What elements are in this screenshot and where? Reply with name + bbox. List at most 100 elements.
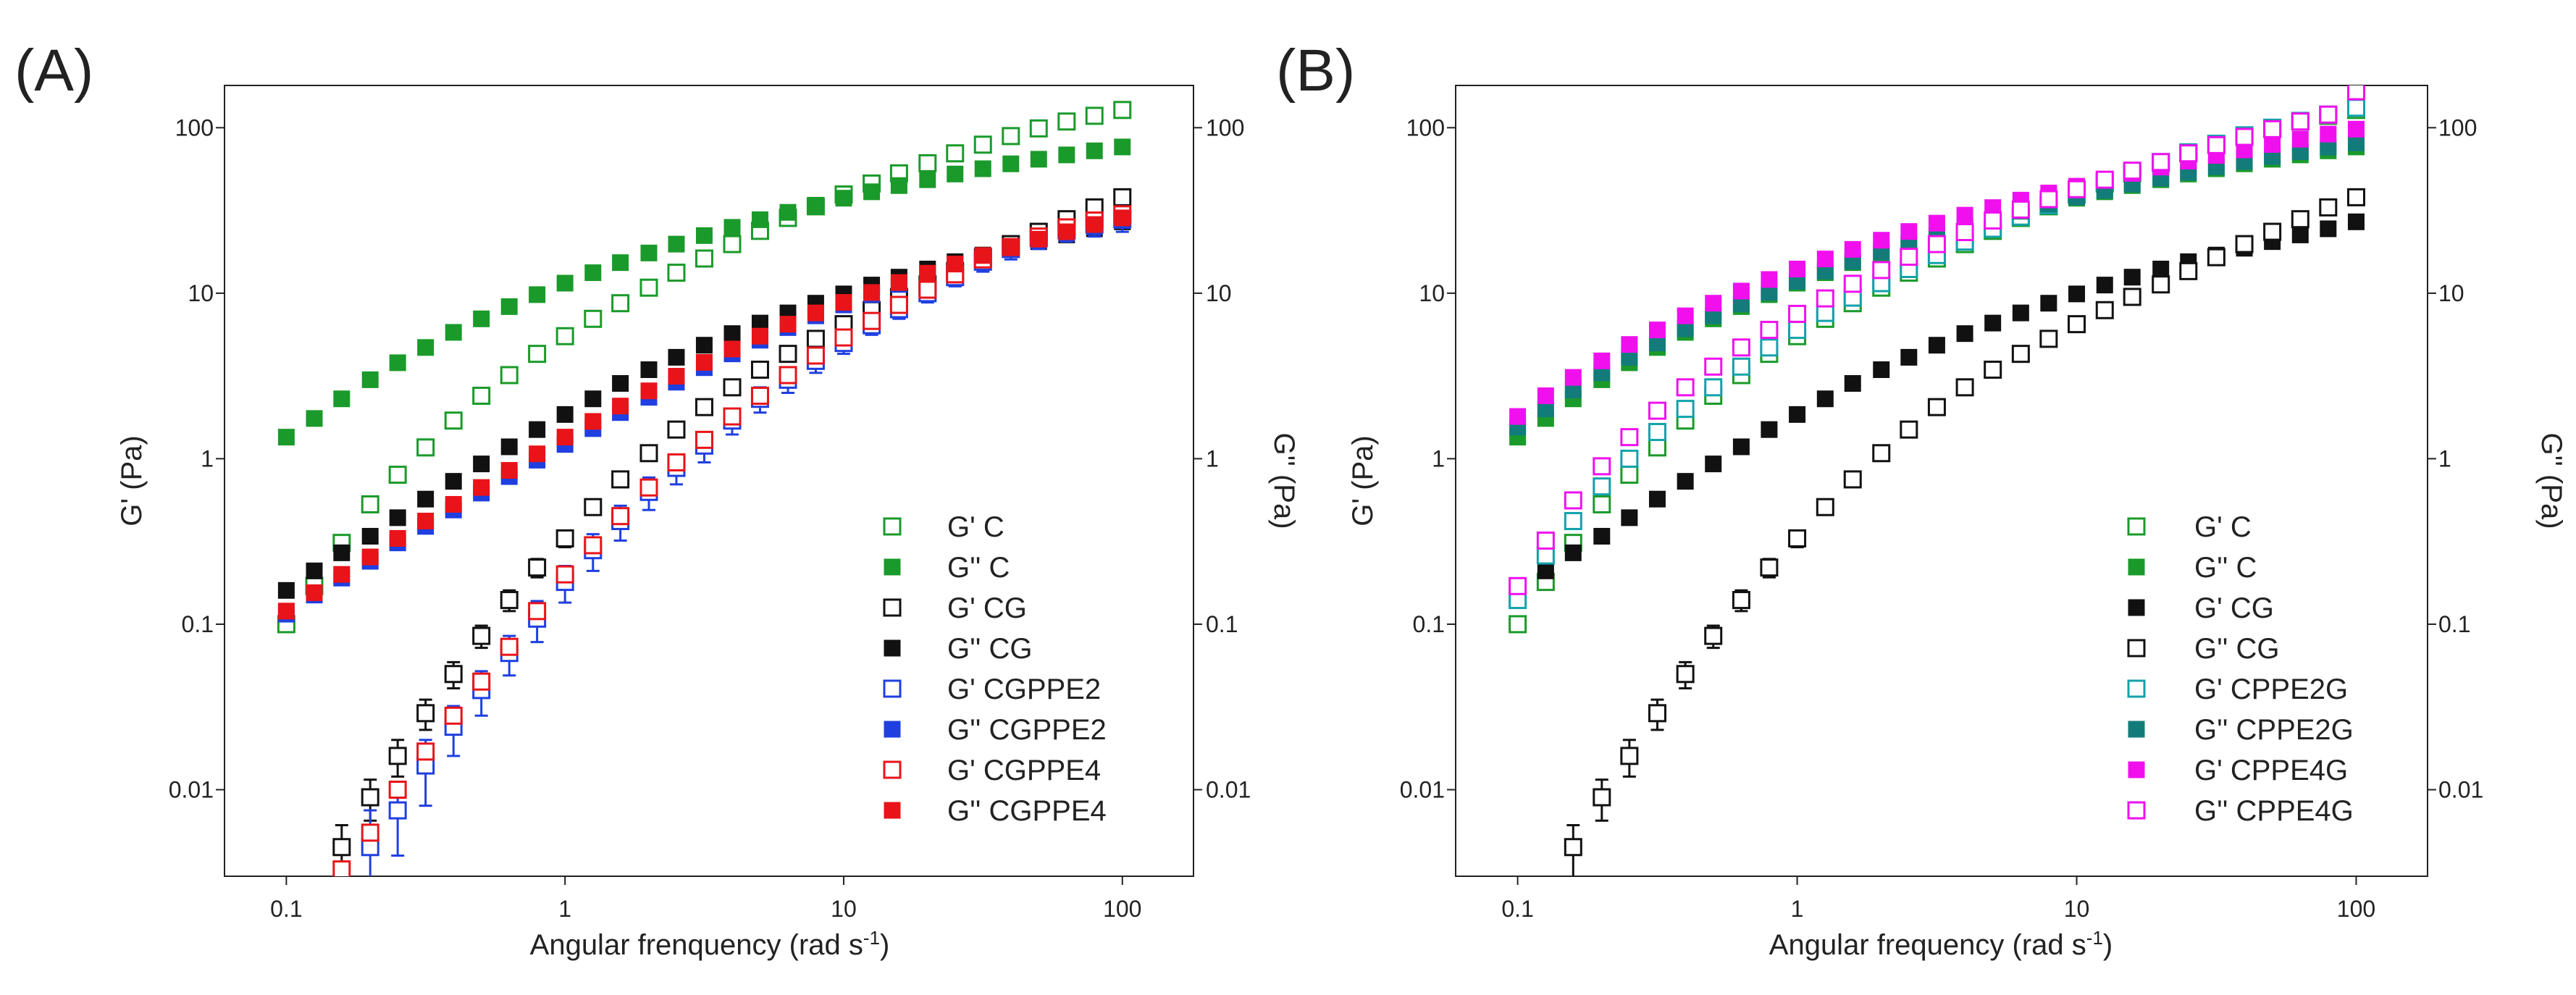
data-point <box>1620 428 1639 447</box>
data-point <box>611 470 630 489</box>
data-point <box>361 788 379 807</box>
data-point <box>555 529 574 547</box>
data-point <box>919 264 936 282</box>
data-point <box>1732 591 1750 610</box>
data-point <box>528 558 547 577</box>
x-tick-label: 100 <box>2337 896 2375 922</box>
data-point <box>1058 146 1075 164</box>
data-point <box>555 327 574 345</box>
series-g-loss-cgppe4 <box>277 209 1131 620</box>
x-tick-label: 100 <box>1103 896 1141 922</box>
data-point <box>723 407 742 426</box>
legend-label: G'' CG <box>947 633 1033 665</box>
data-point <box>918 280 937 299</box>
data-point <box>1900 223 1918 240</box>
data-point <box>863 183 881 201</box>
data-point <box>1593 788 1611 807</box>
data-point <box>444 665 463 684</box>
data-point <box>835 294 852 311</box>
data-point <box>361 495 379 513</box>
data-point <box>416 704 435 723</box>
legend-item-g-loss-c: G'' C <box>2128 552 2257 584</box>
data-point <box>1030 151 1047 168</box>
data-point <box>2291 130 2309 148</box>
data-point <box>529 421 546 438</box>
x-tick-label: 1 <box>1791 896 1804 922</box>
data-point <box>1564 369 1582 386</box>
data-point <box>473 310 490 327</box>
data-point <box>2291 112 2309 131</box>
data-point <box>332 838 351 857</box>
data-point <box>2263 222 2282 241</box>
y-tick-label: 0.01 <box>169 777 214 803</box>
data-point <box>2347 120 2365 138</box>
legend-label: G' CGPPE4 <box>947 755 1101 786</box>
data-point <box>2068 315 2086 334</box>
data-point <box>333 566 351 583</box>
data-point <box>1760 558 1779 577</box>
legend-label: G' C <box>947 511 1004 543</box>
data-point <box>1816 390 1834 408</box>
x-tick-label: 10 <box>2064 896 2090 922</box>
series-g-loss-c <box>277 138 1131 446</box>
data-point <box>1621 509 1638 526</box>
legend-marker <box>2127 517 2146 536</box>
data-point <box>1955 378 1974 397</box>
data-point <box>1928 337 1945 354</box>
legend-marker <box>2128 721 2145 738</box>
data-point <box>946 144 965 163</box>
legend-item-g-storage-cppe4g: G' CPPE4G <box>2128 755 2348 786</box>
legend-marker <box>2127 801 2146 820</box>
data-point <box>1900 348 1918 366</box>
data-point <box>1648 423 1666 442</box>
data-point <box>750 361 769 379</box>
data-point <box>1927 398 1946 416</box>
data-point <box>779 316 797 333</box>
data-point <box>584 264 602 282</box>
data-point <box>640 382 658 400</box>
x-axis-label-superscript: -1 <box>2086 927 2103 949</box>
x-tick-label: 10 <box>831 896 857 922</box>
data-point <box>695 398 713 416</box>
data-point <box>2123 287 2141 306</box>
legend-label: G'' CG <box>2194 633 2280 665</box>
legend-marker <box>883 598 902 617</box>
data-point <box>611 507 630 526</box>
data-point <box>1984 211 2002 230</box>
legend-marker <box>2128 558 2145 576</box>
x-axis-label-end: ) <box>880 929 889 961</box>
data-point <box>639 478 658 497</box>
data-point <box>2319 105 2338 124</box>
data-point <box>947 256 964 273</box>
data-point <box>2152 260 2170 277</box>
data-point <box>1002 127 1020 146</box>
data-point <box>1593 527 1611 545</box>
x-axis-label-text: Angular frenquency (rad s <box>530 929 863 961</box>
data-point <box>472 672 491 691</box>
data-point <box>2152 275 2170 294</box>
data-point <box>306 562 323 579</box>
data-point <box>584 413 602 430</box>
data-point <box>919 171 936 188</box>
data-point <box>2011 200 2030 219</box>
data-point <box>1086 142 1103 159</box>
data-point <box>667 264 686 282</box>
data-point <box>612 374 629 392</box>
data-point <box>1843 470 1862 489</box>
data-point <box>1843 274 1862 293</box>
legend-label: G' CG <box>947 592 1027 624</box>
legend-label: G'' C <box>2194 552 2257 584</box>
data-point <box>1677 307 1694 324</box>
data-point <box>1900 248 1918 266</box>
x-axis-label-text: Angular frequency (rad s <box>1769 929 2086 961</box>
data-point <box>1509 615 1527 634</box>
data-point <box>1873 232 1890 249</box>
y-tick-label: 100 <box>1406 114 1445 140</box>
data-point <box>1788 304 1807 323</box>
data-point <box>2095 301 2114 319</box>
data-point <box>918 154 937 172</box>
legend-item-g-storage-cppe2g: G' CPPE2G <box>2127 673 2348 705</box>
data-point <box>1984 314 2002 332</box>
data-point <box>2264 135 2281 153</box>
